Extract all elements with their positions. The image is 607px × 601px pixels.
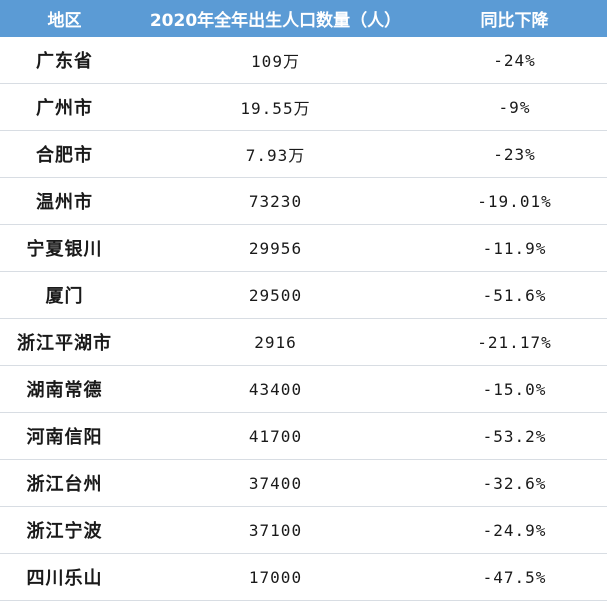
region-cell: 浙江平湖市	[0, 318, 129, 366]
change-cell: -23%	[422, 130, 607, 178]
region-cell: 四川乐山	[0, 553, 129, 601]
change-cell: -51.6%	[422, 271, 607, 319]
region-cell: 湖南常德	[0, 365, 129, 413]
table-row: 浙江宁波 37100 -24.9%	[0, 506, 607, 554]
column-header-region: 地区	[0, 0, 129, 37]
table-row: 广州市 19.55万 -9%	[0, 83, 607, 131]
births-cell: 41700	[129, 412, 422, 460]
table-row: 宁夏银川 29956 -11.9%	[0, 224, 607, 272]
change-cell: -9%	[422, 83, 607, 131]
table-row: 厦门 29500 -51.6%	[0, 271, 607, 319]
births-cell: 29500	[129, 271, 422, 319]
births-cell: 29956	[129, 224, 422, 272]
table-row: 温州市 73230 -19.01%	[0, 177, 607, 225]
region-cell: 广东省	[0, 37, 129, 84]
table-row: 合肥市 7.93万 -23%	[0, 130, 607, 178]
births-cell: 2916	[129, 318, 422, 366]
change-cell: -47.5%	[422, 553, 607, 601]
births-cell: 73230	[129, 177, 422, 225]
region-cell: 河南信阳	[0, 412, 129, 460]
change-cell: -19.01%	[422, 177, 607, 225]
column-header-change: 同比下降	[422, 0, 607, 37]
births-cell: 37400	[129, 459, 422, 507]
change-cell: -24.9%	[422, 506, 607, 554]
region-cell: 广州市	[0, 83, 129, 131]
table-row: 浙江台州 37400 -32.6%	[0, 459, 607, 507]
births-cell: 37100	[129, 506, 422, 554]
region-cell: 浙江宁波	[0, 506, 129, 554]
change-cell: -21.17%	[422, 318, 607, 366]
region-cell: 浙江台州	[0, 459, 129, 507]
table-row: 浙江平湖市 2916 -21.17%	[0, 318, 607, 366]
region-cell: 厦门	[0, 271, 129, 319]
change-cell: -53.2%	[422, 412, 607, 460]
change-cell: -24%	[422, 37, 607, 84]
region-cell: 温州市	[0, 177, 129, 225]
change-cell: -11.9%	[422, 224, 607, 272]
table-row: 广东省 109万 -24%	[0, 37, 607, 84]
change-cell: -15.0%	[422, 365, 607, 413]
table-row: 河南信阳 41700 -53.2%	[0, 412, 607, 460]
column-header-births: 2020年全年出生人口数量（人）	[129, 0, 422, 37]
change-cell: -32.6%	[422, 459, 607, 507]
births-cell: 109万	[129, 37, 422, 84]
births-cell: 7.93万	[129, 130, 422, 178]
region-cell: 宁夏银川	[0, 224, 129, 272]
births-cell: 17000	[129, 553, 422, 601]
table-row: 湖南常德 43400 -15.0%	[0, 365, 607, 413]
region-cell: 合肥市	[0, 130, 129, 178]
births-cell: 19.55万	[129, 83, 422, 131]
table-header-row: 地区 2020年全年出生人口数量（人） 同比下降	[0, 0, 607, 37]
births-cell: 43400	[129, 365, 422, 413]
table-row: 四川乐山 17000 -47.5%	[0, 553, 607, 601]
